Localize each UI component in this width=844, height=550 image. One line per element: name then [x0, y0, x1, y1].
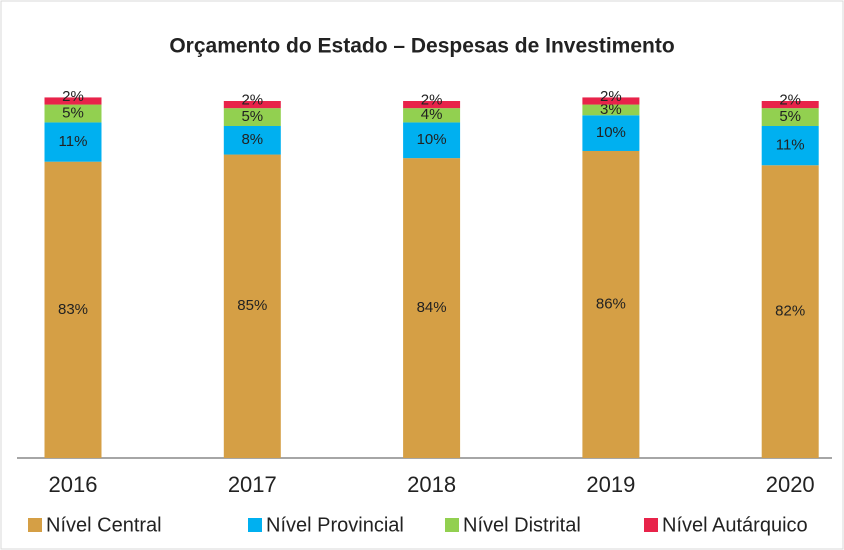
- bar-segment: [761, 165, 819, 458]
- data-label: 2%: [779, 92, 801, 109]
- legend-swatch: [445, 518, 459, 532]
- data-label: 84%: [417, 299, 447, 316]
- data-label: 3%: [600, 101, 622, 118]
- data-label: 4%: [421, 106, 443, 123]
- data-label: 8%: [241, 131, 263, 148]
- bar-segment: [44, 122, 102, 162]
- chart-title: Orçamento do Estado – Despesas de Invest…: [169, 35, 674, 58]
- data-label: 82%: [775, 303, 805, 320]
- bar-segment: [761, 108, 819, 126]
- legend-swatch: [28, 518, 42, 532]
- data-label: 5%: [62, 104, 84, 121]
- data-label: 5%: [241, 108, 263, 125]
- bar-segment: [582, 97, 640, 105]
- bar-segment: [582, 115, 640, 151]
- bar-segment: [403, 108, 461, 123]
- bar-segment: [223, 125, 281, 155]
- bar-segment: [403, 158, 461, 458]
- bar-segment: [44, 104, 102, 123]
- x-tick-label: 2017: [228, 472, 277, 497]
- legend-swatch: [644, 518, 658, 532]
- bar-segment: [761, 125, 819, 166]
- bar-segment: [403, 101, 461, 109]
- data-label: 83%: [58, 301, 88, 318]
- x-tick-label: 2019: [586, 472, 635, 497]
- bar-segment: [44, 161, 102, 458]
- legend-label: Nível Distrital: [463, 514, 581, 536]
- legend-label: Nível Central: [46, 514, 162, 536]
- data-label: 86%: [596, 295, 626, 312]
- legend-label: Nível Autárquico: [662, 514, 808, 536]
- bar-segment: [761, 101, 819, 109]
- data-label: 2%: [241, 92, 263, 109]
- legend-swatch: [248, 518, 262, 532]
- data-label: 5%: [779, 108, 801, 125]
- bar-segment: [582, 150, 640, 459]
- bar-segment: [223, 154, 281, 459]
- bar-segment: [44, 97, 102, 105]
- bar-segment: [223, 101, 281, 109]
- data-label: 10%: [596, 124, 626, 141]
- data-label: 2%: [62, 88, 84, 105]
- bar-segment: [582, 104, 640, 116]
- x-tick-label: 2018: [407, 472, 456, 497]
- data-label: 2%: [421, 92, 443, 109]
- data-label: 10%: [417, 131, 447, 148]
- data-label: 2%: [600, 88, 622, 105]
- data-label: 85%: [237, 297, 267, 314]
- bar-segment: [403, 122, 461, 159]
- legend-label: Nível Provincial: [266, 514, 404, 536]
- data-label: 11%: [59, 133, 88, 150]
- x-tick-label: 2020: [766, 472, 815, 497]
- data-label: 11%: [776, 137, 805, 154]
- x-tick-label: 2016: [49, 472, 98, 497]
- bar-segment: [223, 108, 281, 126]
